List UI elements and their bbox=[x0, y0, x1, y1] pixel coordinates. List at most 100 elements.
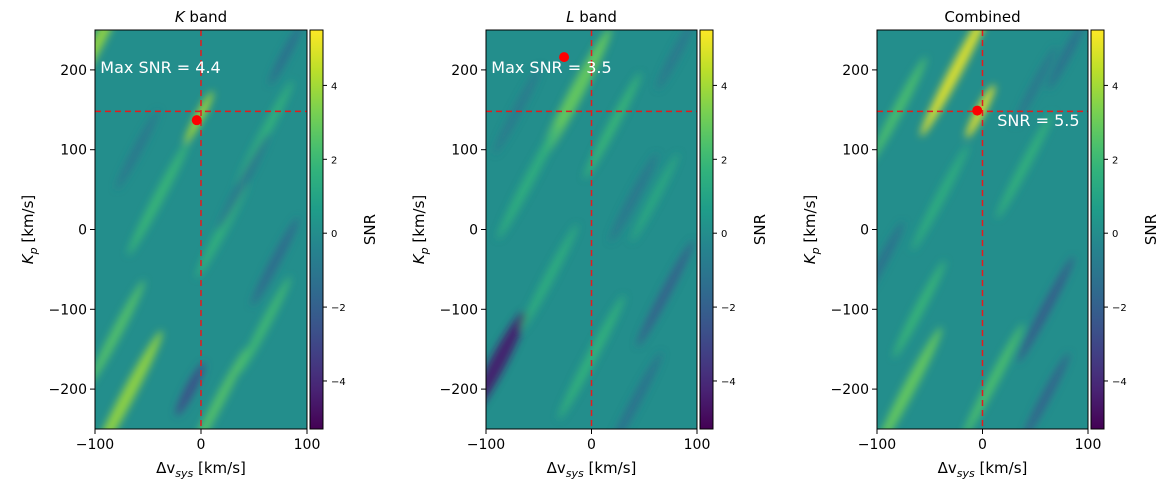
heatmap-streak bbox=[558, 295, 625, 420]
heatmap bbox=[486, 30, 697, 429]
x-axis-label: Δvsys [km/s] bbox=[938, 459, 1028, 480]
y-axis-label: Kp [km/s] bbox=[801, 195, 822, 264]
colorbar bbox=[309, 29, 324, 430]
heatmap-streak bbox=[175, 362, 206, 416]
heatmap-streak bbox=[217, 133, 270, 231]
heatmap-streak bbox=[520, 224, 578, 331]
y-tick-label: 200 bbox=[451, 63, 478, 79]
y-tick-label: 200 bbox=[842, 63, 869, 79]
x-axis-label: Δvsys [km/s] bbox=[547, 459, 637, 480]
heatmap-streak bbox=[186, 347, 248, 429]
heatmap-streak bbox=[1047, 30, 1087, 90]
panel-title: K band bbox=[175, 8, 227, 26]
x-tick-label: 0 bbox=[587, 437, 596, 453]
y-tick-label: −200 bbox=[440, 382, 478, 398]
snr-annotation: Max SNR = 3.5 bbox=[491, 58, 611, 77]
y-tick-label: 200 bbox=[60, 63, 87, 79]
heatmap-streak bbox=[268, 30, 303, 85]
colorbar-tick-label: 4 bbox=[1112, 81, 1118, 92]
x-tick-label: −100 bbox=[76, 437, 114, 453]
heatmap-streak bbox=[877, 221, 904, 302]
colorbar-tick-label: 2 bbox=[331, 155, 337, 166]
heatmap-streak bbox=[486, 312, 526, 419]
max-snr-marker bbox=[191, 115, 202, 126]
colorbar-tick-label: 0 bbox=[1112, 229, 1118, 240]
x-tick-label: −100 bbox=[467, 437, 505, 453]
heatmap-streak bbox=[251, 217, 300, 306]
colorbar-tick-label: 0 bbox=[331, 229, 337, 240]
heatmap-streak bbox=[95, 330, 163, 429]
colorbar-tick-label: −4 bbox=[721, 377, 736, 388]
x-tick-label: 0 bbox=[197, 437, 206, 453]
heatmap-streak bbox=[236, 80, 294, 187]
snr-annotation: Max SNR = 4.4 bbox=[100, 58, 220, 77]
heatmap-streak bbox=[656, 30, 696, 90]
colorbar-tick-label: −2 bbox=[1112, 303, 1127, 314]
heatmap-streak bbox=[1013, 46, 1057, 126]
heatmap-streak bbox=[962, 323, 1024, 429]
y-tick-label: 100 bbox=[451, 143, 478, 159]
x-tick-label: −100 bbox=[858, 437, 896, 453]
y-tick-label: 0 bbox=[469, 223, 478, 239]
colorbar-tick-label: 2 bbox=[721, 155, 727, 166]
y-tick-label: −100 bbox=[831, 302, 869, 318]
colorbar-tick-label: 4 bbox=[331, 81, 337, 92]
y-tick-label: 100 bbox=[60, 143, 87, 159]
panel-l-band: Max SNR = 3.5 −100 0 100 −200 −100 0 100 200 L ba… bbox=[410, 8, 769, 480]
x-tick-label: 100 bbox=[684, 437, 711, 453]
colorbar-tick-label: −2 bbox=[721, 303, 736, 314]
colorbar-tick-label: −4 bbox=[1112, 377, 1127, 388]
y-tick-label: 0 bbox=[860, 223, 869, 239]
heatmap-streak bbox=[920, 30, 992, 137]
heatmap-streak bbox=[584, 72, 642, 179]
max-snr-marker bbox=[559, 52, 570, 63]
heatmap-streak bbox=[605, 352, 663, 429]
heatmap-streak bbox=[996, 112, 1054, 219]
y-axis-label: Kp [km/s] bbox=[410, 195, 431, 264]
heatmap-streak bbox=[877, 56, 927, 163]
heatmap-streak bbox=[877, 327, 942, 429]
colorbar-tick-label: −2 bbox=[331, 303, 346, 314]
heatmap-streak bbox=[127, 140, 190, 256]
colorbar bbox=[699, 29, 714, 430]
heatmap-streak bbox=[609, 153, 658, 242]
y-tick-label: 100 bbox=[842, 143, 869, 159]
y-tick-label: −200 bbox=[831, 382, 869, 398]
colorbar-tick-label: 4 bbox=[721, 81, 727, 92]
heatmap-streak bbox=[497, 124, 560, 240]
x-tick-label: 100 bbox=[294, 437, 321, 453]
panel-title: Combined bbox=[944, 8, 1020, 26]
colorbar-label: SNR bbox=[1142, 214, 1160, 245]
heatmap-background bbox=[486, 30, 697, 429]
heatmap bbox=[95, 30, 307, 429]
y-tick-label: −100 bbox=[49, 302, 87, 318]
heatmap-streak bbox=[1017, 256, 1075, 363]
heatmap-streak bbox=[1021, 352, 1070, 429]
max-snr-marker bbox=[972, 105, 983, 116]
y-tick-label: −100 bbox=[440, 302, 478, 318]
x-axis-label: Δvsys [km/s] bbox=[156, 459, 246, 480]
y-tick-label: −200 bbox=[49, 382, 87, 398]
y-axis-label: Kp [km/s] bbox=[19, 195, 40, 264]
heatmap-streak bbox=[911, 144, 969, 251]
panel-title: L band bbox=[566, 8, 617, 26]
colorbar-tick-label: 0 bbox=[721, 229, 727, 240]
colorbar bbox=[1090, 29, 1105, 430]
panel-k-band: Max SNR = 4.4 −100 0 100 −200 −100 0 100 200 K ba… bbox=[19, 8, 379, 480]
y-tick-label: 0 bbox=[78, 223, 87, 239]
heatmap-streak bbox=[493, 65, 542, 154]
heatmap bbox=[877, 30, 1088, 429]
heatmap-streak bbox=[115, 109, 159, 190]
panel-combined: SNR = 5.5 −100 0 100 −200 −100 0 100 200 Combined… bbox=[801, 8, 1160, 480]
colorbar-tick-label: 2 bbox=[1112, 155, 1118, 166]
heatmap-streak bbox=[95, 280, 145, 387]
heatmap-streak bbox=[893, 260, 946, 358]
heatmap-streak bbox=[196, 180, 249, 279]
snr-annotation: SNR = 5.5 bbox=[997, 111, 1079, 130]
colorbar-label: SNR bbox=[751, 214, 769, 245]
x-tick-label: 0 bbox=[978, 437, 987, 453]
colorbar-tick-label: −4 bbox=[331, 377, 346, 388]
colorbar-label: SNR bbox=[361, 214, 379, 245]
heatmap-streak bbox=[238, 276, 291, 374]
